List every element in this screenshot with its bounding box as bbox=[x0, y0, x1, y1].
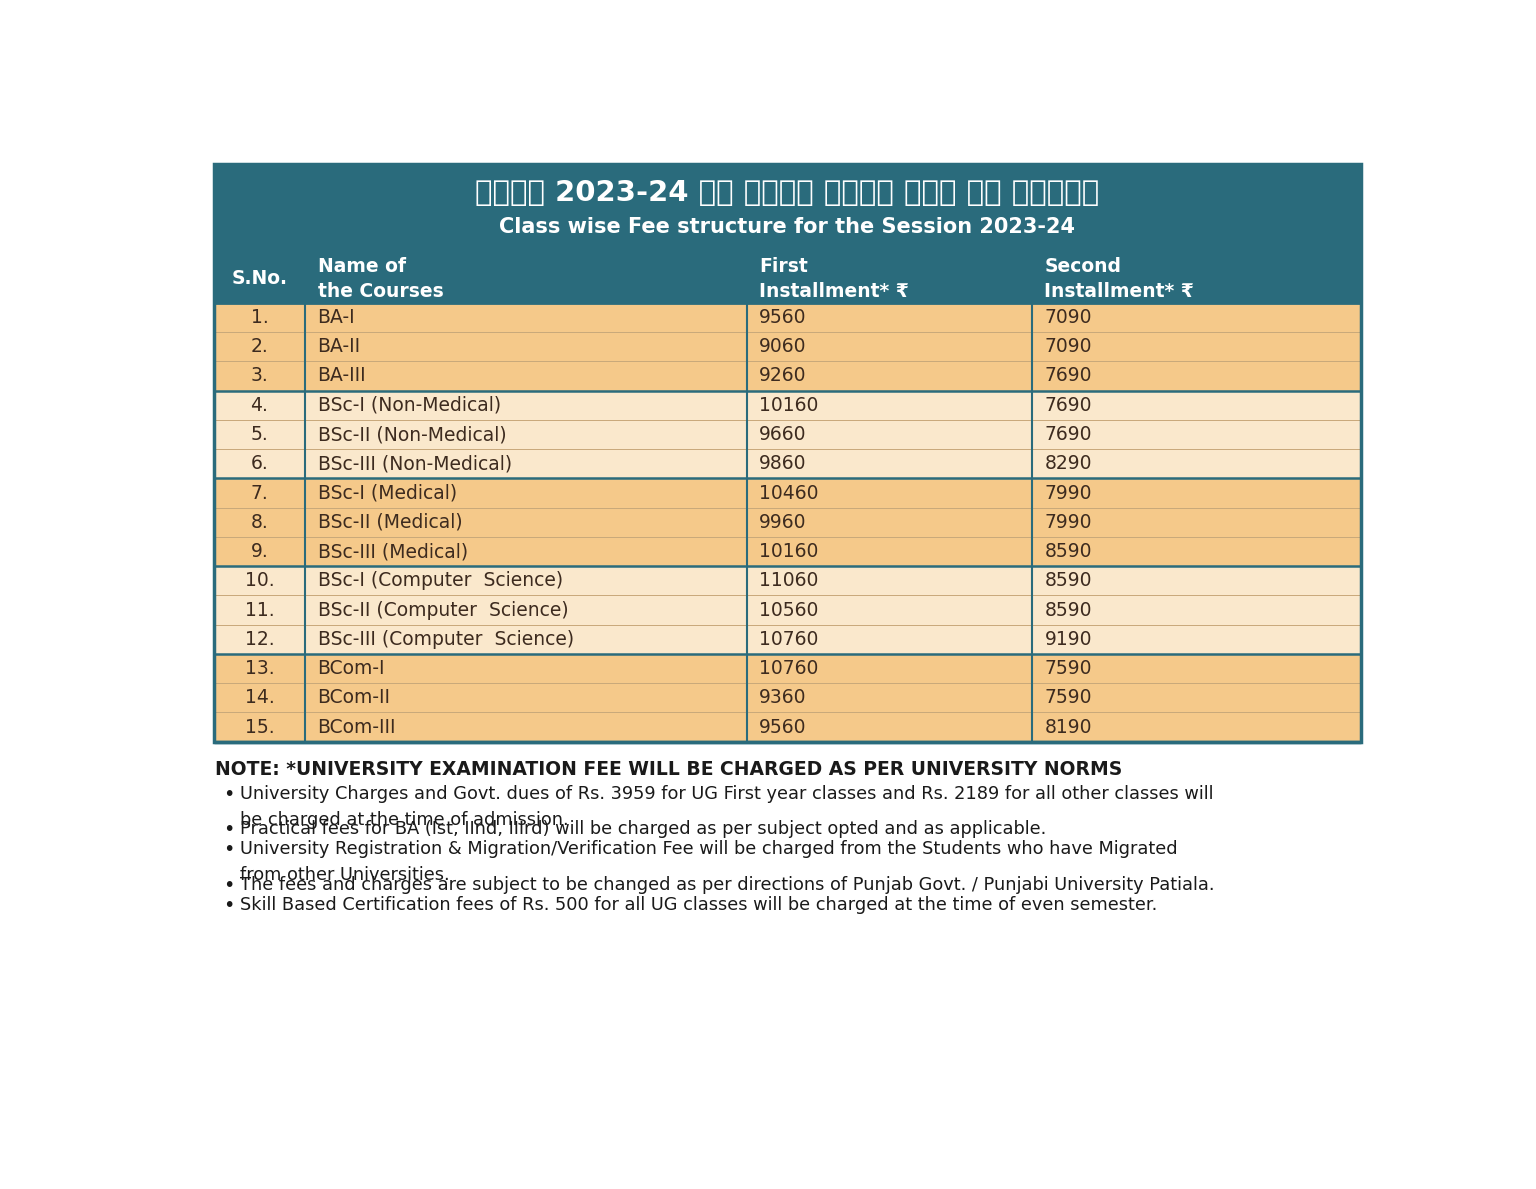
Text: 8590: 8590 bbox=[1044, 600, 1092, 619]
Text: 10160: 10160 bbox=[759, 396, 819, 415]
Bar bbox=[214, 537, 1361, 566]
Bar bbox=[214, 391, 1361, 420]
Text: 8290: 8290 bbox=[1044, 454, 1092, 473]
Text: BSc-II (Computer  Science): BSc-II (Computer Science) bbox=[318, 600, 568, 619]
Text: BA-II: BA-II bbox=[318, 338, 361, 357]
Text: 11.: 11. bbox=[244, 600, 275, 619]
Text: 4.: 4. bbox=[250, 396, 269, 415]
Text: Skill Based Certification fees of Rs. 500 for all UG classes will be charged at : Skill Based Certification fees of Rs. 50… bbox=[240, 895, 1157, 913]
Text: Name of
the Courses: Name of the Courses bbox=[318, 257, 444, 301]
Text: First
Installment* ₹: First Installment* ₹ bbox=[759, 257, 909, 301]
Text: 10760: 10760 bbox=[759, 659, 819, 678]
Bar bbox=[214, 420, 1361, 449]
Text: 9060: 9060 bbox=[759, 338, 806, 357]
Text: BSc-III (Computer  Science): BSc-III (Computer Science) bbox=[318, 630, 573, 649]
Text: BSc-II (Non-Medical): BSc-II (Non-Medical) bbox=[318, 424, 507, 443]
Bar bbox=[214, 654, 1361, 684]
Text: BA-I: BA-I bbox=[318, 308, 355, 327]
Text: S.No.: S.No. bbox=[232, 270, 287, 289]
Text: •: • bbox=[223, 876, 235, 894]
Text: 11060: 11060 bbox=[759, 571, 819, 590]
Text: BCom-III: BCom-III bbox=[318, 718, 396, 737]
Text: NOTE: *UNIVERSITY EXAMINATION FEE WILL BE CHARGED AS PER UNIVERSITY NORMS: NOTE: *UNIVERSITY EXAMINATION FEE WILL B… bbox=[215, 760, 1123, 779]
Text: 3.: 3. bbox=[250, 366, 269, 385]
Text: 9660: 9660 bbox=[759, 424, 806, 443]
Text: 8190: 8190 bbox=[1044, 718, 1092, 737]
Text: BSc-III (Non-Medical): BSc-III (Non-Medical) bbox=[318, 454, 511, 473]
Text: 5.: 5. bbox=[250, 424, 269, 443]
Text: 6.: 6. bbox=[250, 454, 269, 473]
Text: 2.: 2. bbox=[250, 338, 269, 357]
Text: 10760: 10760 bbox=[759, 630, 819, 649]
Text: 9960: 9960 bbox=[759, 512, 806, 531]
Bar bbox=[214, 596, 1361, 624]
Bar bbox=[214, 449, 1361, 478]
Bar bbox=[214, 332, 1361, 361]
Text: 7590: 7590 bbox=[1044, 659, 1092, 678]
Text: University Charges and Govt. dues of Rs. 3959 for UG First year classes and Rs. : University Charges and Govt. dues of Rs.… bbox=[240, 785, 1213, 829]
Text: BCom-II: BCom-II bbox=[318, 688, 390, 707]
Text: 10560: 10560 bbox=[759, 600, 819, 619]
Text: 13.: 13. bbox=[244, 659, 275, 678]
Bar bbox=[214, 566, 1361, 596]
Text: 8590: 8590 bbox=[1044, 571, 1092, 590]
Text: 10460: 10460 bbox=[759, 484, 819, 503]
Text: 8590: 8590 bbox=[1044, 542, 1092, 561]
Text: •: • bbox=[223, 895, 235, 914]
Bar bbox=[214, 508, 1361, 537]
Text: BSc-I (Non-Medical): BSc-I (Non-Medical) bbox=[318, 396, 501, 415]
Text: 10160: 10160 bbox=[759, 542, 819, 561]
Text: 1.: 1. bbox=[250, 308, 269, 327]
Bar bbox=[214, 256, 1361, 303]
Text: 9560: 9560 bbox=[759, 308, 806, 327]
Text: 14.: 14. bbox=[244, 688, 275, 707]
Bar bbox=[214, 624, 1361, 654]
Text: 9260: 9260 bbox=[759, 366, 806, 385]
Bar bbox=[214, 712, 1361, 742]
Bar bbox=[214, 303, 1361, 332]
Text: The fees and charges are subject to be changed as per directions of Punjab Govt.: The fees and charges are subject to be c… bbox=[240, 876, 1215, 894]
Text: 7.: 7. bbox=[250, 484, 269, 503]
Text: 7090: 7090 bbox=[1044, 338, 1092, 357]
Text: Second
Installment* ₹: Second Installment* ₹ bbox=[1044, 257, 1195, 301]
Text: ਸੈਸਨ 2023-24 ਦੀ ਕਲਾਸ ਵਾਇਜ ਫੀਸ ਦਾ ਵੇਰਵਾ: ਸੈਸਨ 2023-24 ਦੀ ਕਲਾਸ ਵਾਇਜ ਫੀਸ ਦਾ ਵੇਰਵਾ bbox=[475, 180, 1100, 208]
Text: 9360: 9360 bbox=[759, 688, 806, 707]
Text: 7090: 7090 bbox=[1044, 308, 1092, 327]
Text: 10.: 10. bbox=[244, 571, 275, 590]
Text: 7690: 7690 bbox=[1044, 396, 1092, 415]
Text: 9860: 9860 bbox=[759, 454, 806, 473]
Text: 9.: 9. bbox=[250, 542, 269, 561]
Text: Class wise Fee structure for the Session 2023-24: Class wise Fee structure for the Session… bbox=[499, 218, 1075, 238]
Text: 7690: 7690 bbox=[1044, 424, 1092, 443]
Text: 12.: 12. bbox=[244, 630, 275, 649]
Text: •: • bbox=[223, 785, 235, 804]
Text: BCom-I: BCom-I bbox=[318, 659, 386, 678]
Bar bbox=[214, 478, 1361, 508]
Bar bbox=[214, 361, 1361, 391]
Text: BSc-I (Computer  Science): BSc-I (Computer Science) bbox=[318, 571, 562, 590]
Text: BA-III: BA-III bbox=[318, 366, 366, 385]
Text: 7590: 7590 bbox=[1044, 688, 1092, 707]
Text: 7690: 7690 bbox=[1044, 366, 1092, 385]
Text: Practical fees for BA (Ist, IInd, IIIrd) will be charged as per subject opted an: Practical fees for BA (Ist, IInd, IIIrd)… bbox=[240, 820, 1046, 838]
Bar bbox=[214, 164, 1361, 742]
Text: BSc-I (Medical): BSc-I (Medical) bbox=[318, 484, 456, 503]
Bar bbox=[214, 164, 1361, 256]
Text: 9190: 9190 bbox=[1044, 630, 1092, 649]
Text: 8.: 8. bbox=[250, 512, 269, 531]
Text: •: • bbox=[223, 820, 235, 839]
Text: BSc-II (Medical): BSc-II (Medical) bbox=[318, 512, 462, 531]
Text: 15.: 15. bbox=[244, 718, 275, 737]
Text: 9560: 9560 bbox=[759, 718, 806, 737]
Text: 7990: 7990 bbox=[1044, 512, 1092, 531]
Bar bbox=[214, 684, 1361, 712]
Text: 7990: 7990 bbox=[1044, 484, 1092, 503]
Text: BSc-III (Medical): BSc-III (Medical) bbox=[318, 542, 467, 561]
Text: University Registration & Migration/Verification Fee will be charged from the St: University Registration & Migration/Veri… bbox=[240, 841, 1178, 883]
Text: •: • bbox=[223, 841, 235, 860]
